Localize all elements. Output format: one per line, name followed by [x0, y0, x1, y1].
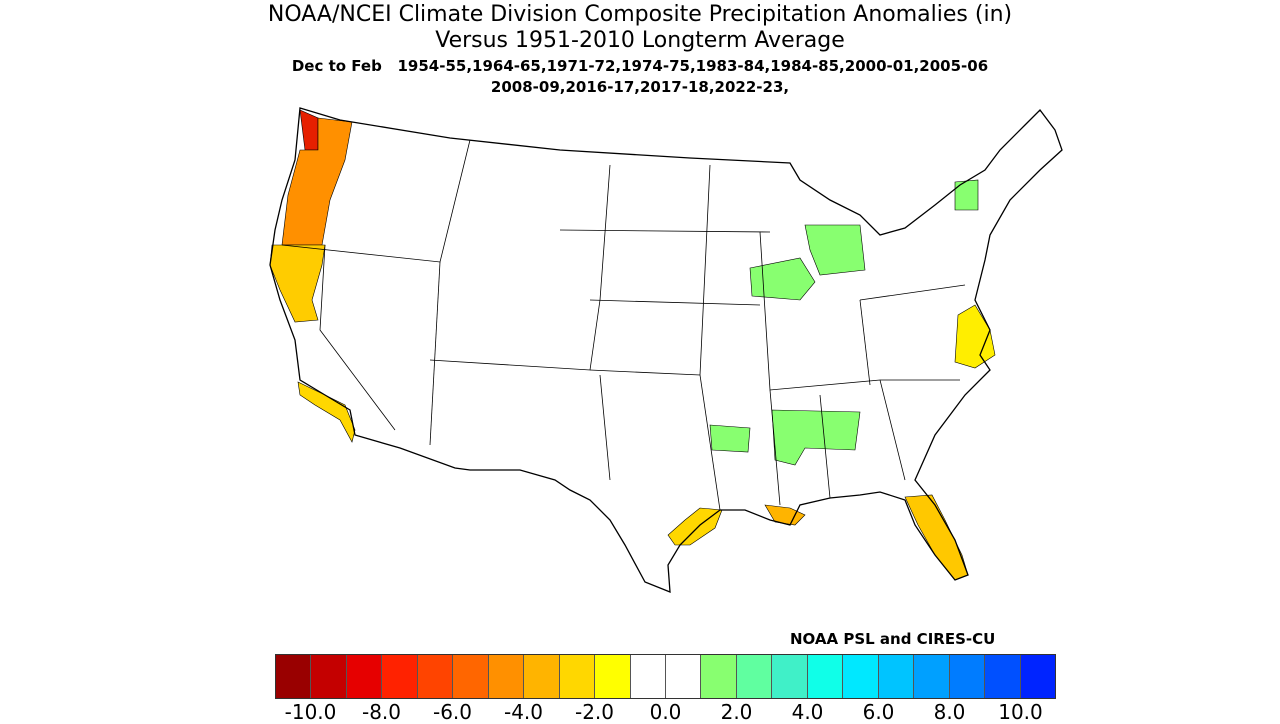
colorbar-label: -10.0	[284, 700, 337, 724]
colorbar-swatch	[630, 655, 666, 698]
anomaly-region	[764, 504, 806, 526]
colorbar-label: 8.0	[933, 700, 966, 724]
colorbar-swatch	[488, 655, 525, 698]
colorbar-swatch	[736, 655, 773, 698]
anomaly-region	[297, 381, 356, 443]
colorbar-swatch	[1020, 655, 1055, 698]
colorbar-swatch	[807, 655, 844, 698]
state-borders	[281, 139, 966, 511]
anomaly-region	[749, 257, 816, 301]
colorbar-label: -4.0	[503, 700, 544, 724]
anomaly-region	[709, 424, 751, 453]
anomaly-region	[954, 304, 996, 369]
anomaly-region	[299, 109, 319, 151]
colorbar-swatch	[665, 655, 702, 698]
colorbar-swatch	[843, 655, 879, 698]
subtitle-years: 2008-09,2016-17,2017-18,2022-23,	[490, 78, 790, 96]
colorbar-swatch	[276, 655, 312, 698]
colorbar-swatch	[914, 655, 950, 698]
title-line-2: Versus 1951-2010 Longterm Average	[435, 28, 845, 53]
colorbar-swatch	[559, 655, 596, 698]
colorbar-swatch	[949, 655, 986, 698]
subtitle-period: Dec to Feb 1954-55,1964-65,1971-72,1974-…	[291, 57, 989, 75]
colorbar-swatch	[417, 655, 454, 698]
colorbar-label: -8.0	[361, 700, 402, 724]
colorbar-label: -6.0	[432, 700, 473, 724]
colorbar-label: 4.0	[791, 700, 824, 724]
colorbar-swatch	[524, 655, 560, 698]
anomaly-region	[771, 409, 861, 466]
colorbar-swatch	[595, 655, 631, 698]
colorbar-swatch	[453, 655, 489, 698]
colorbar-swatch	[346, 655, 383, 698]
colorbar	[275, 654, 1056, 699]
colorbar-swatch	[382, 655, 418, 698]
anomaly-region	[954, 179, 979, 211]
colorbar-label: 6.0	[862, 700, 895, 724]
colorbar-label: -2.0	[574, 700, 615, 724]
colorbar-swatch	[985, 655, 1021, 698]
colorbar-swatch	[772, 655, 808, 698]
colorbar-swatch	[878, 655, 915, 698]
anomaly-region	[804, 224, 866, 276]
colorbar-label: 10.0	[998, 700, 1043, 724]
title-line-1: NOAA/NCEI Climate Division Composite Pre…	[267, 2, 1013, 27]
colorbar-swatch	[701, 655, 737, 698]
colorbar-label: 2.0	[720, 700, 753, 724]
credit-text: NOAA PSL and CIRES-CU	[790, 630, 996, 648]
colorbar-swatch	[311, 655, 347, 698]
anomaly-region	[667, 507, 723, 546]
us-outline	[269, 107, 1063, 593]
colorbar-label: 0.0	[649, 700, 682, 724]
anomaly-region	[269, 244, 326, 323]
